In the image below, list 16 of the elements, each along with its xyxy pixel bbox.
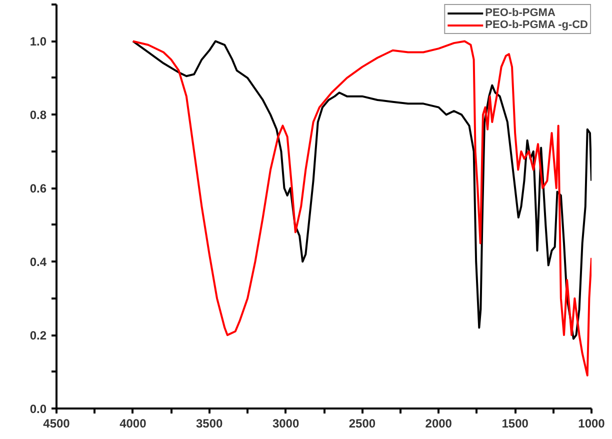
x-tick-label: 2000 bbox=[425, 416, 452, 430]
x-tick-label: 3000 bbox=[272, 416, 300, 430]
x-tick-label: 3500 bbox=[196, 416, 224, 430]
y-tick-label: 0.4 bbox=[30, 255, 47, 270]
y-tick-label: 1.0 bbox=[30, 34, 47, 49]
y-tick-label: 0.2 bbox=[30, 328, 47, 343]
y-tick-label: 0.6 bbox=[30, 182, 47, 196]
x-tick-label: 4500 bbox=[43, 416, 70, 430]
y-tick-label: 0.0 bbox=[30, 402, 47, 416]
x-tick-label: 2500 bbox=[348, 416, 376, 430]
legend-label: PEO-b-PGMA bbox=[485, 7, 556, 19]
x-tick-label: 1500 bbox=[502, 416, 529, 430]
y-tick-label: 0.8 bbox=[30, 108, 47, 122]
legend-label: PEO-b-PGMA -g-CD bbox=[485, 19, 588, 31]
x-tick-label: 1000 bbox=[578, 416, 606, 430]
x-tick-label: 4000 bbox=[120, 416, 147, 430]
